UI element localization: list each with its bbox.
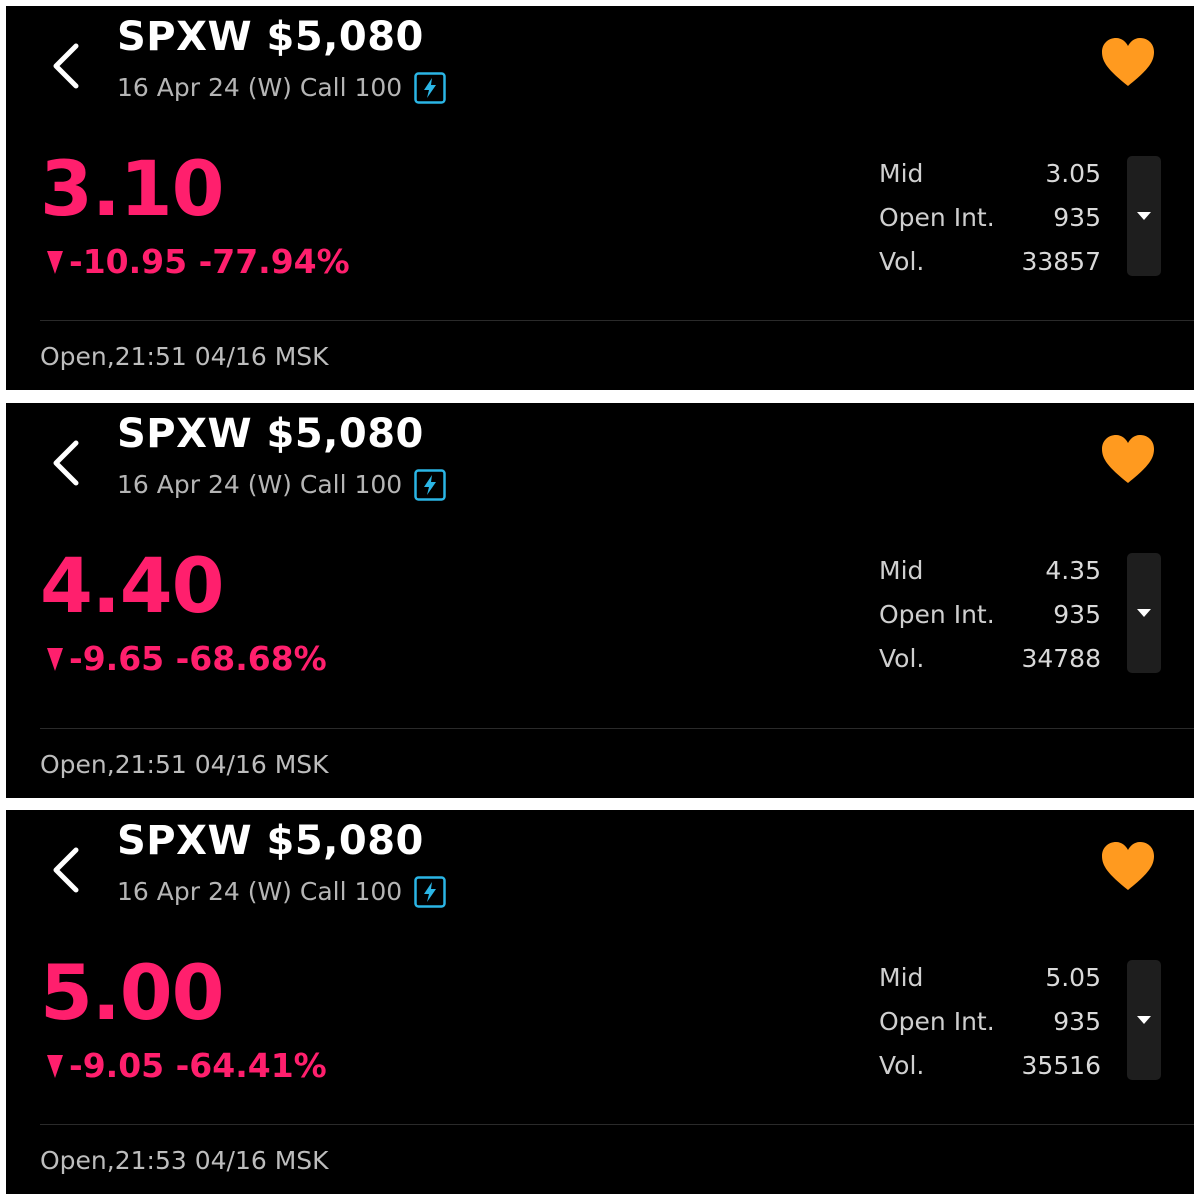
stat-label: Mid	[879, 556, 924, 585]
stat-row: Vol. 33857	[879, 240, 1101, 284]
stat-label: Mid	[879, 963, 924, 992]
market-status: Open,21:51 04/16 MSK	[40, 750, 329, 779]
heart-icon[interactable]	[1100, 433, 1156, 485]
contract-title: SPXW $5,080	[117, 818, 424, 864]
stat-value: 34788	[1021, 644, 1101, 673]
stat-row: Open Int. 935	[879, 1000, 1101, 1044]
stats-list: Mid 3.05 Open Int. 935 Vol. 33857	[879, 152, 1101, 284]
last-price: 5.00	[40, 948, 225, 1037]
contract-subtitle: 16 Apr 24 (W) Call 100	[117, 470, 403, 499]
stat-label: Open Int.	[879, 203, 995, 232]
stats-list: Mid 5.05 Open Int. 935 Vol. 35516	[879, 956, 1101, 1088]
contract-title: SPXW $5,080	[117, 411, 424, 457]
market-status: Open,21:51 04/16 MSK	[40, 342, 329, 371]
stat-row: Open Int. 935	[879, 593, 1101, 637]
flash-icon[interactable]	[414, 72, 446, 104]
stat-row: Vol. 34788	[879, 637, 1101, 681]
stat-row: Open Int. 935	[879, 196, 1101, 240]
stat-value: 5.05	[1045, 963, 1101, 992]
down-arrow-icon	[47, 250, 63, 274]
heart-icon[interactable]	[1100, 840, 1156, 892]
stat-label: Mid	[879, 159, 924, 188]
last-price: 3.10	[40, 144, 225, 233]
change-text: -9.65 -68.68%	[69, 639, 327, 678]
stat-value: 935	[1053, 1007, 1101, 1036]
back-icon[interactable]	[48, 846, 84, 894]
stat-value: 33857	[1021, 247, 1101, 276]
quote-panel: SPXW $5,080 16 Apr 24 (W) Call 100 5.00 …	[6, 810, 1194, 1194]
stat-row: Mid 5.05	[879, 956, 1101, 1000]
flash-icon[interactable]	[414, 469, 446, 501]
expand-stats-button[interactable]	[1127, 553, 1161, 673]
heart-icon[interactable]	[1100, 36, 1156, 88]
stat-value: 35516	[1021, 1051, 1101, 1080]
stat-label: Open Int.	[879, 600, 995, 629]
down-arrow-icon	[47, 1054, 63, 1078]
divider	[40, 1124, 1194, 1125]
stat-value: 3.05	[1045, 159, 1101, 188]
change-text: -9.05 -64.41%	[69, 1046, 327, 1085]
stat-value: 4.35	[1045, 556, 1101, 585]
price-change: -9.65 -68.68%	[46, 639, 327, 678]
expand-stats-button[interactable]	[1127, 960, 1161, 1080]
change-text: -10.95 -77.94%	[69, 242, 350, 281]
stat-row: Mid 4.35	[879, 549, 1101, 593]
stats-list: Mid 4.35 Open Int. 935 Vol. 34788	[879, 549, 1101, 681]
back-icon[interactable]	[48, 439, 84, 487]
market-status: Open,21:53 04/16 MSK	[40, 1146, 329, 1175]
stat-value: 935	[1053, 600, 1101, 629]
quote-panel: SPXW $5,080 16 Apr 24 (W) Call 100 3.10 …	[6, 6, 1194, 390]
price-change: -10.95 -77.94%	[46, 242, 350, 281]
divider	[40, 320, 1194, 321]
stat-row: Vol. 35516	[879, 1044, 1101, 1088]
stat-value: 935	[1053, 203, 1101, 232]
divider	[40, 728, 1194, 729]
down-arrow-icon	[47, 647, 63, 671]
expand-stats-button[interactable]	[1127, 156, 1161, 276]
contract-subtitle: 16 Apr 24 (W) Call 100	[117, 877, 403, 906]
contract-title: SPXW $5,080	[117, 14, 424, 60]
quote-panel: SPXW $5,080 16 Apr 24 (W) Call 100 4.40 …	[6, 403, 1194, 798]
stat-label: Vol.	[879, 247, 925, 276]
chevron-down-icon	[1137, 609, 1151, 617]
price-change: -9.05 -64.41%	[46, 1046, 327, 1085]
back-icon[interactable]	[48, 42, 84, 90]
flash-icon[interactable]	[414, 876, 446, 908]
contract-subtitle: 16 Apr 24 (W) Call 100	[117, 73, 403, 102]
stat-label: Vol.	[879, 644, 925, 673]
last-price: 4.40	[40, 541, 225, 630]
stat-label: Open Int.	[879, 1007, 995, 1036]
chevron-down-icon	[1137, 212, 1151, 220]
chevron-down-icon	[1137, 1016, 1151, 1024]
stat-label: Vol.	[879, 1051, 925, 1080]
stat-row: Mid 3.05	[879, 152, 1101, 196]
